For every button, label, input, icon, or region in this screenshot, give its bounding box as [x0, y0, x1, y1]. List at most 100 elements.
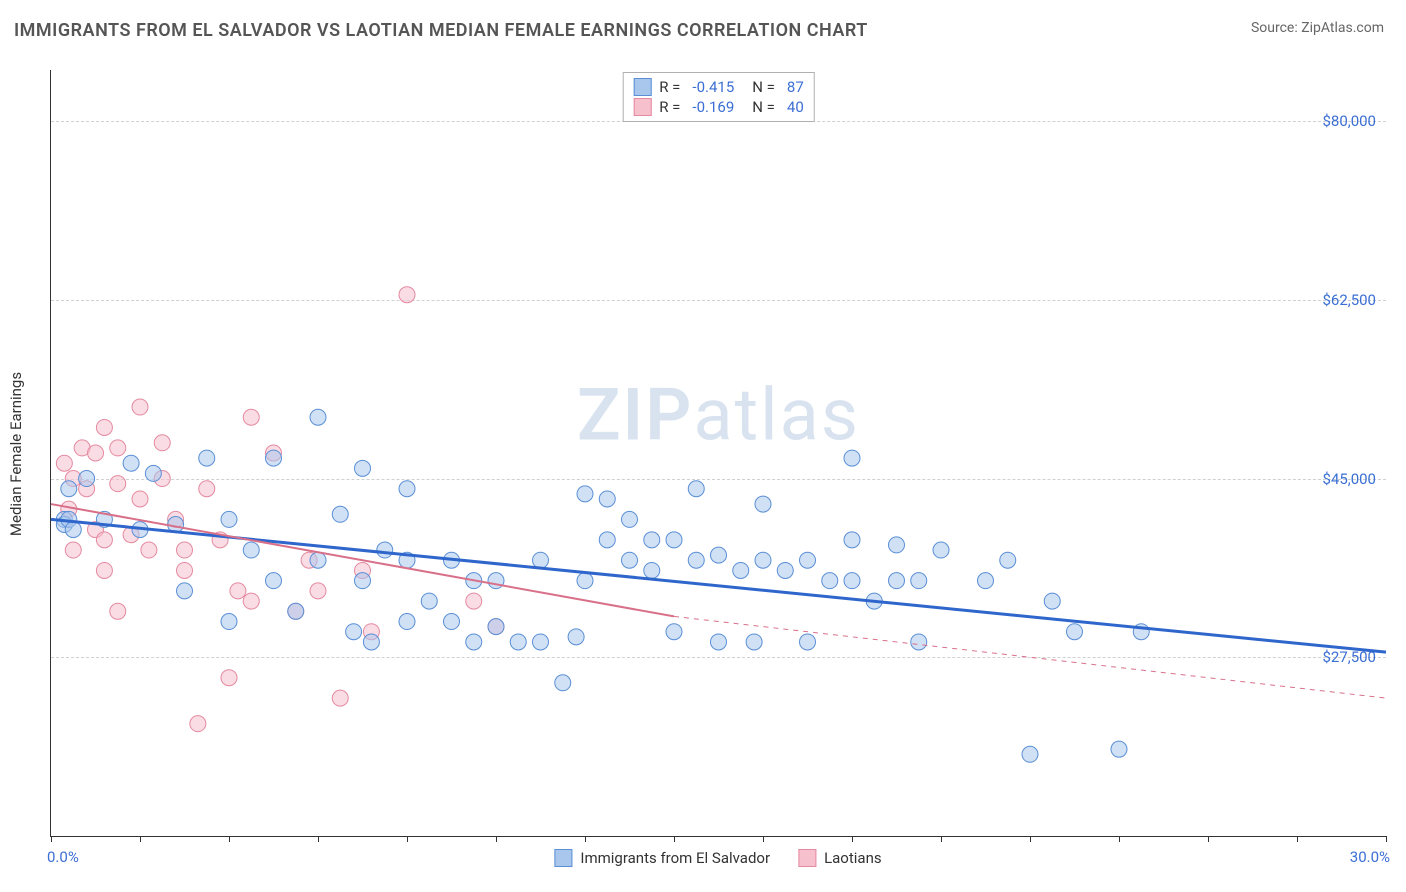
- data-point: [555, 675, 571, 691]
- series-legend: Immigrants from El Salvador Laotians: [554, 849, 881, 867]
- x-tick: [1297, 836, 1298, 842]
- x-tick: [585, 836, 586, 842]
- legend-row: R = -0.415 N = 87: [633, 77, 804, 97]
- source-attribution: Source: ZipAtlas.com: [1251, 20, 1384, 36]
- data-point: [622, 511, 638, 527]
- data-point: [568, 629, 584, 645]
- data-point: [123, 455, 139, 471]
- data-point: [1111, 741, 1127, 757]
- data-point: [177, 562, 193, 578]
- n-label: N =: [752, 78, 775, 96]
- data-point: [199, 481, 215, 497]
- data-point: [599, 532, 615, 548]
- data-point: [711, 634, 727, 650]
- data-point: [65, 522, 81, 538]
- data-point: [599, 491, 615, 507]
- data-point: [644, 532, 660, 548]
- data-point: [399, 481, 415, 497]
- n-label: N =: [752, 98, 775, 116]
- series-name: Laotians: [824, 849, 882, 867]
- trend-line: [51, 504, 674, 616]
- data-point: [310, 409, 326, 425]
- n-value: 40: [787, 98, 804, 116]
- data-point: [199, 450, 215, 466]
- data-point: [221, 511, 237, 527]
- x-tick: [941, 836, 942, 842]
- data-point: [1000, 552, 1016, 568]
- data-point: [844, 450, 860, 466]
- data-point: [145, 465, 161, 481]
- legend-swatch: [798, 849, 816, 867]
- x-tick: [1030, 836, 1031, 842]
- data-point: [978, 573, 994, 589]
- data-point: [711, 547, 727, 563]
- r-value: -0.415: [692, 78, 734, 96]
- x-tick: [1208, 836, 1209, 842]
- data-point: [911, 573, 927, 589]
- data-point: [844, 532, 860, 548]
- data-point: [154, 435, 170, 451]
- data-point: [243, 542, 259, 558]
- data-point: [177, 542, 193, 558]
- data-point: [510, 634, 526, 650]
- x-tick: [229, 836, 230, 842]
- plot-area: ZIPatlas $27,500$45,000$62,500$80,000 0.…: [50, 70, 1386, 837]
- data-point: [310, 583, 326, 599]
- data-point: [332, 690, 348, 706]
- data-point: [844, 573, 860, 589]
- data-point: [377, 542, 393, 558]
- data-point: [399, 614, 415, 630]
- data-point: [777, 562, 793, 578]
- data-point: [288, 603, 304, 619]
- data-point: [177, 583, 193, 599]
- data-point: [221, 670, 237, 686]
- data-point: [755, 496, 771, 512]
- data-point: [577, 573, 593, 589]
- data-point: [266, 450, 282, 466]
- legend-row: R = -0.169 N = 40: [633, 97, 804, 117]
- data-point: [800, 552, 816, 568]
- data-point: [933, 542, 949, 558]
- data-point: [110, 476, 126, 492]
- source-label: Source:: [1251, 20, 1298, 36]
- data-point: [79, 471, 95, 487]
- data-point: [332, 506, 348, 522]
- data-point: [577, 486, 593, 502]
- data-point: [1067, 624, 1083, 640]
- trend-line-extrapolated: [674, 616, 1386, 698]
- data-point: [96, 419, 112, 435]
- legend-item: Immigrants from El Salvador: [554, 849, 770, 867]
- data-point: [110, 603, 126, 619]
- data-point: [56, 455, 72, 471]
- data-point: [141, 542, 157, 558]
- data-point: [190, 716, 206, 732]
- data-point: [61, 481, 77, 497]
- legend-item: Laotians: [798, 849, 882, 867]
- data-point: [488, 619, 504, 635]
- legend-swatch: [633, 78, 651, 96]
- data-point: [243, 593, 259, 609]
- data-point: [466, 593, 482, 609]
- data-point: [800, 634, 816, 650]
- legend-swatch: [554, 849, 572, 867]
- x-axis-end: 30.0%: [1350, 848, 1390, 866]
- data-point: [889, 537, 905, 553]
- r-value: -0.169: [692, 98, 734, 116]
- data-point: [466, 634, 482, 650]
- source-link[interactable]: ZipAtlas.com: [1301, 20, 1384, 36]
- data-point: [644, 562, 660, 578]
- data-point: [230, 583, 246, 599]
- data-point: [444, 614, 460, 630]
- y-axis-label: Median Female Earnings: [7, 371, 25, 535]
- data-point: [1044, 593, 1060, 609]
- data-point: [746, 634, 762, 650]
- chart-title: IMMIGRANTS FROM EL SALVADOR VS LAOTIAN M…: [14, 20, 868, 41]
- data-point: [346, 624, 362, 640]
- x-tick: [852, 836, 853, 842]
- x-tick: [1119, 836, 1120, 842]
- data-point: [355, 573, 371, 589]
- data-point: [688, 552, 704, 568]
- x-axis-start: 0.0%: [47, 848, 79, 866]
- data-point: [363, 634, 379, 650]
- x-tick: [763, 836, 764, 842]
